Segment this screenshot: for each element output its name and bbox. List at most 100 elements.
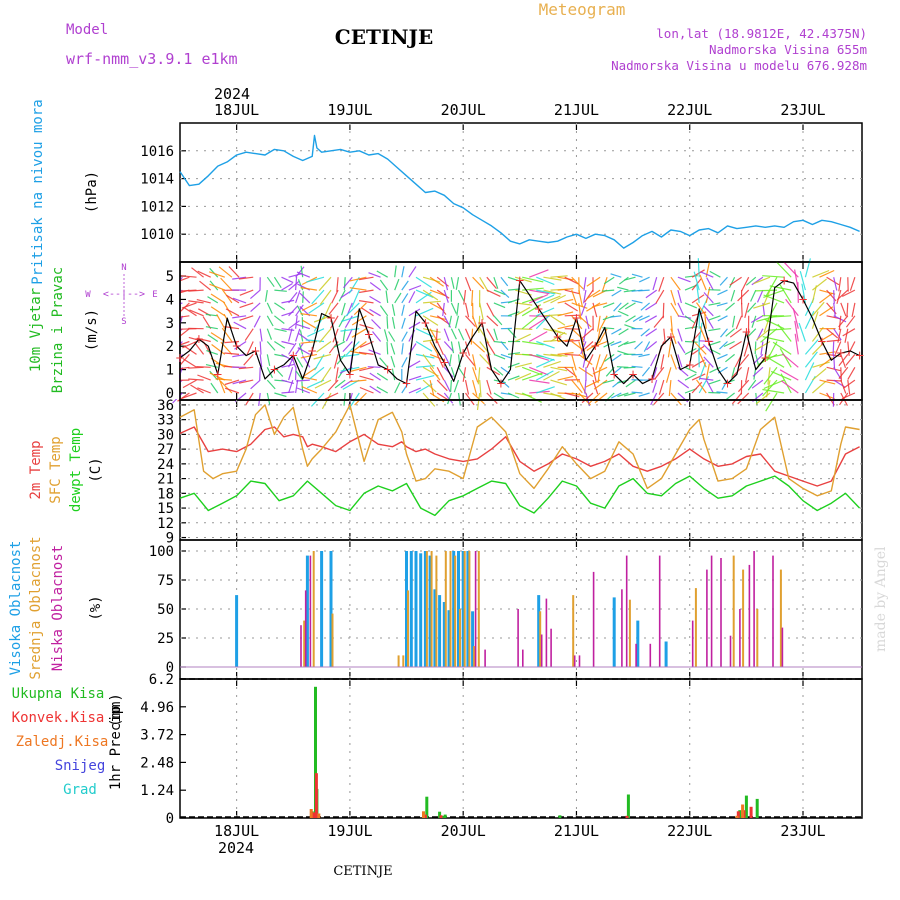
wind-vector	[521, 366, 543, 376]
wind-vector	[839, 392, 849, 406]
wind-vector	[550, 353, 568, 357]
wind-vector	[443, 341, 454, 352]
wind-vector	[585, 315, 590, 330]
wind-vector	[295, 290, 301, 304]
wind-vector	[728, 276, 736, 289]
cloud-bar	[402, 655, 405, 667]
wind-vector	[422, 276, 441, 283]
wind-vector	[841, 392, 856, 400]
wind-vector	[479, 276, 489, 293]
wind-vector	[798, 322, 806, 342]
wind-vector	[779, 348, 792, 368]
wind-vector	[239, 302, 254, 309]
wind-vector	[218, 377, 226, 394]
wind-vector	[202, 316, 212, 330]
wind-vector	[684, 315, 696, 324]
y-tick-label: 36	[157, 398, 174, 414]
cloud-bar	[320, 551, 324, 667]
precip-bar	[736, 811, 740, 818]
wind-vector	[756, 328, 771, 341]
wind-vector	[593, 379, 608, 390]
wind-vector	[321, 392, 332, 410]
wind-vector	[581, 328, 594, 339]
cloud-bar	[304, 590, 307, 667]
wind-vector	[295, 315, 298, 329]
wind-vector	[274, 302, 286, 311]
wind-vector	[471, 290, 474, 307]
precip-bar	[314, 686, 317, 818]
wind-vector	[725, 353, 735, 363]
wind-vector	[188, 289, 204, 292]
wind-vector	[351, 328, 367, 338]
wind-vector	[677, 315, 692, 319]
wind-vector	[295, 379, 299, 394]
wind-vector	[266, 315, 274, 327]
wind-vector	[224, 352, 240, 355]
cloud-bar	[545, 598, 548, 667]
model-name: wrf-nmm_v3.9.1 e1km	[66, 50, 238, 68]
wind-vector	[799, 271, 806, 291]
wind-vector	[209, 283, 226, 291]
wind-vector	[744, 302, 750, 319]
wind-vector	[464, 302, 470, 318]
wind-vector	[359, 375, 374, 381]
wind-vector	[209, 271, 225, 278]
wind-vector	[529, 331, 548, 343]
sfc-temp-axis-label: SFC Temp	[48, 436, 64, 503]
wind-vector	[196, 299, 211, 304]
wind-vector	[449, 354, 452, 367]
wind-vector	[307, 328, 325, 338]
wind-vector	[536, 289, 556, 295]
wind-vector	[811, 311, 819, 329]
wind-vector	[638, 289, 650, 292]
wind-speed-marker: +	[458, 346, 468, 360]
precip-legend-item: Grad	[63, 782, 97, 798]
cloud-bar	[578, 655, 581, 667]
wind-vector	[514, 276, 532, 283]
wind-vector	[376, 372, 389, 381]
wind-speed-marker: +	[760, 351, 770, 365]
wind-vector	[486, 289, 501, 297]
wind-vector	[181, 275, 197, 278]
wind-vector	[422, 354, 435, 370]
wind-vector	[729, 276, 742, 286]
wind-vector	[804, 258, 811, 278]
wind-vector	[536, 307, 555, 317]
wind-vector	[641, 366, 651, 377]
wind-vector	[297, 347, 311, 355]
wind-vector	[274, 289, 287, 292]
wind-vector	[729, 328, 742, 338]
wind-vector	[188, 300, 204, 304]
wind-vector	[765, 379, 771, 398]
wind-vector	[842, 328, 856, 337]
wind-vector	[819, 289, 836, 295]
wind-speed-marker: +	[534, 302, 544, 316]
wind-vector	[486, 392, 498, 405]
cloud-bar	[235, 595, 239, 667]
precip-bar	[438, 811, 442, 818]
wind-vector	[694, 342, 707, 355]
wind-vector	[811, 301, 825, 317]
y-tick-label: 25	[157, 631, 174, 647]
wind-vector	[189, 309, 204, 317]
wind-vector	[557, 276, 574, 281]
wind-right-mask	[863, 263, 900, 399]
wind-vector	[342, 341, 353, 353]
wind-vector	[763, 379, 785, 390]
wind-vector	[299, 292, 311, 304]
temperature-line-2	[179, 475, 861, 517]
wind-vector	[840, 379, 847, 394]
wind-vector	[478, 315, 481, 333]
wind-vector	[571, 289, 578, 306]
wind-vector	[476, 392, 481, 411]
wind-vector	[571, 315, 583, 330]
cloud-bar	[438, 595, 442, 667]
side-labels: Pritisak na nivou mora (hPa) 10m Vjetar Brz…	[8, 99, 158, 798]
wind-vector	[464, 276, 472, 292]
wind-vector	[812, 269, 830, 278]
wind-vector	[224, 387, 240, 394]
cloud-bar	[592, 571, 595, 667]
wind-vector	[207, 296, 219, 304]
wind-speed-marker: +	[496, 377, 506, 391]
wind-vector	[288, 273, 302, 278]
